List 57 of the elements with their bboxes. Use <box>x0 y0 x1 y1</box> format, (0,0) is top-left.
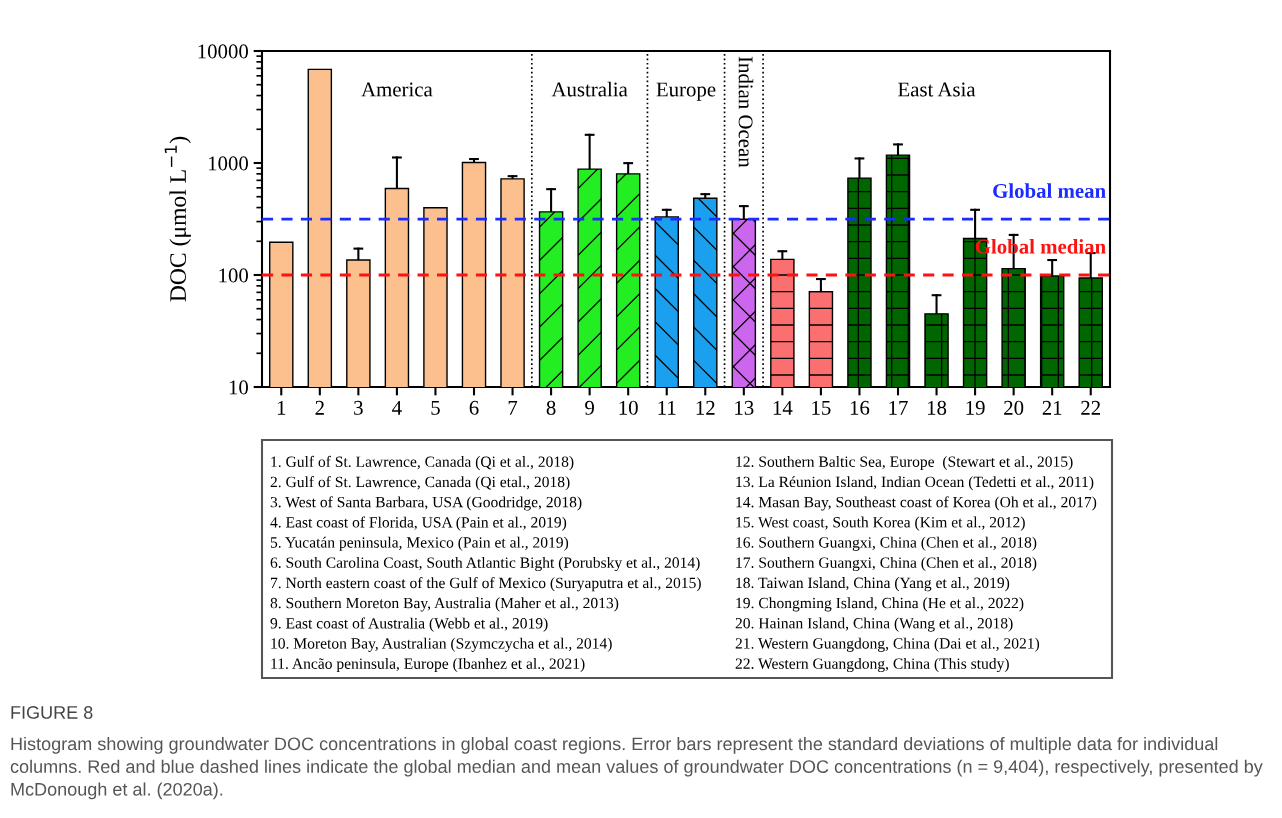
y-tick-label: 10 <box>229 380 249 395</box>
text: 19. Chongming Island, China (He et al., 2022) <box>736 597 1024 612</box>
y-axis-title: DOC (μmol L$^{−1}$) <box>164 136 191 302</box>
text: 7. North eastern coast of the Gulf of Mexico (Suryaputra et al., 2015) <box>271 577 701 592</box>
text: 22. Western Guangdong, China (This study) <box>735 657 1009 673</box>
text: 8. Southern Moreton Bay, Australia (Maher et al., 2013) <box>270 597 619 612</box>
text: 11. Ancão peninsula, Europe (Ibanhez et al., 2021) <box>271 657 585 673</box>
annotation: Australia <box>551 81 628 97</box>
text: 1. Gulf of St. Lawrence, Canada (Qi et al., 2018) <box>271 455 574 471</box>
x-tick-label: 17 <box>889 400 908 415</box>
x-tick-label: 21 <box>1042 400 1062 415</box>
x-tick-label: 1 <box>277 400 286 415</box>
text: 13. La Réunion Island, Indian Ocean (Tedetti et al., 2011) <box>736 476 1094 491</box>
x-tick-label: 2 <box>315 400 324 415</box>
x-tick-label: 5 <box>431 401 440 415</box>
text: 10. Moreton Bay, Australian (Szymczycha et al., 2014) <box>271 637 612 652</box>
x-tick-label: 19 <box>966 400 985 415</box>
x-tick-label: 4 <box>392 400 402 415</box>
x-tick-label: 16 <box>850 400 870 415</box>
text: 17. Southern Guangxi, China (Chen et al., 2018) <box>736 556 1037 572</box>
text: 21. Western Guangdong, China (Dai et al., 2021) <box>735 637 1040 652</box>
annotation: East Asia <box>898 82 976 97</box>
ref-line-label: Global mean <box>993 183 1106 198</box>
caption: FIGURE 8 <box>11 706 93 719</box>
annotation: America <box>361 82 433 97</box>
x-tick-label: 3 <box>354 400 363 415</box>
x-tick-label: 22 <box>1081 400 1100 415</box>
text: 15. West coast, South Korea (Kim et al., 2012) <box>736 516 1025 531</box>
x-tick-label: 7 <box>508 401 518 415</box>
annotation: Europe <box>656 82 716 101</box>
text: 2. Gulf of St. Lawrence, Canada (Qi etal., 2018) <box>270 476 570 491</box>
x-tick-label: 12 <box>696 400 715 415</box>
text: 3. West of Santa Barbara, USA (Goodridge, 2018) <box>270 496 582 511</box>
x-tick-label: 8 <box>546 400 556 415</box>
text: 9. East coast of Australia (Webb et al., 2019) <box>270 617 548 632</box>
x-tick-label: 18 <box>927 400 947 415</box>
text: 6. South Carolina Coast, South Atlantic Bight (Porubsky et al., 2014) <box>270 556 700 572</box>
annotation: Indian Ocean <box>738 56 754 168</box>
text: 16. Southern Guangxi, China (Chen et al., 2018) <box>736 536 1037 551</box>
x-tick-label: 6 <box>469 400 479 415</box>
text: 18. Taiwan Island, China (Yang et al., 2019) <box>736 577 1010 592</box>
text: 12. Southern Baltic Sea, Europe (Stewart et al., 2015) <box>736 455 1073 471</box>
x-tick-label: 11 <box>658 400 676 415</box>
x-tick-label: 20 <box>1004 400 1024 415</box>
text: 4. East coast of Florida, USA (Pain et al., 2019) <box>270 516 567 531</box>
x-tick-label: 9 <box>585 400 594 415</box>
x-tick-label: 13 <box>735 400 754 415</box>
text: 20. Hainan Island, China (Wang et al., 2018) <box>735 617 1013 632</box>
y-tick-label: 1000 <box>208 156 249 171</box>
x-tick-label: 14 <box>773 400 793 415</box>
text: Histogram showing groundwater DOC concentrations in global coast regions. Error bars represent the standard deviations of multiple data for individual columns. Red and blue dashed lines indicate the global median and mean values of groundwater DOC concentrations (n = 9,404), respectively, presented by McDonough et al. (2020a). <box>10 737 1263 800</box>
text: 14. Masan Bay, Southeast coast of Korea (Oh et al., 2017) <box>736 496 1097 511</box>
y-tick-label: 100 <box>219 268 249 283</box>
text: 5. Yucatán peninsula, Mexico (Pain et al., 2019) <box>270 536 569 551</box>
x-tick-label: 10 <box>619 400 638 415</box>
y-tick-label: 10000 <box>198 44 249 59</box>
x-tick-label: 15 <box>812 400 831 415</box>
